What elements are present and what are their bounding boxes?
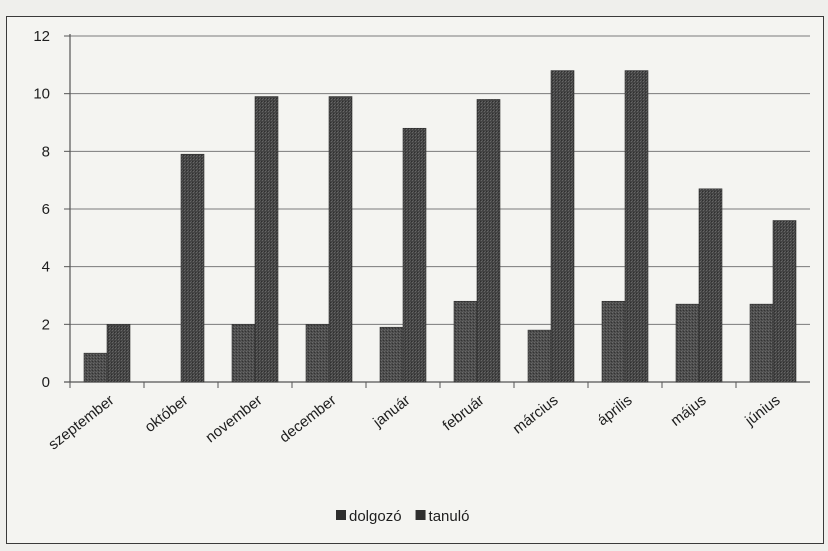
bar-dolgozo [379, 326, 404, 383]
y-tick-label: 4 [42, 259, 50, 276]
legend-label: tanuló [429, 508, 470, 525]
bar-dolgozo [453, 300, 478, 383]
y-tick-label: 2 [42, 316, 50, 333]
bar-tanulo [698, 188, 723, 383]
y-tick-label: 12 [33, 28, 50, 45]
category-label: február [440, 392, 488, 435]
bar-tanulo [254, 96, 279, 383]
legend-swatch [336, 510, 346, 520]
y-tick-labels: 0 2 4 6 8 10 12 [33, 28, 50, 391]
bar-dolgozo [601, 300, 626, 383]
legend-swatch [415, 510, 426, 520]
y-tick-label: 6 [42, 201, 50, 218]
bars [83, 70, 797, 383]
y-tick-label: 10 [33, 86, 50, 103]
category-label: január [369, 392, 413, 432]
bar-tanulo [476, 99, 501, 383]
y-tick-label: 8 [42, 143, 50, 160]
category-label: május [667, 392, 709, 430]
category-label: március [510, 392, 562, 438]
bar-dolgozo [527, 329, 552, 383]
bar-tanulo [624, 70, 649, 383]
category-label: június [741, 392, 783, 430]
y-tick-label: 0 [42, 374, 50, 391]
bar-tanulo [772, 220, 797, 383]
category-label: április [594, 392, 635, 430]
legend: dolgozó tanuló [336, 508, 469, 525]
bar-dolgozo [231, 324, 256, 383]
bar-dolgozo [675, 303, 700, 383]
bar-dolgozo [749, 303, 774, 383]
bar-tanulo [328, 96, 353, 383]
category-label: szeptember [45, 392, 117, 454]
category-label: október [142, 392, 192, 436]
category-label: november [202, 392, 265, 446]
bar-tanulo [402, 127, 427, 383]
category-label: december [276, 392, 339, 446]
bar-dolgozo [305, 324, 330, 383]
bar-tanulo [550, 70, 575, 383]
bar-tanulo [106, 324, 131, 383]
legend-label: dolgozó [349, 508, 402, 525]
category-labels: szeptember október november december január f… [45, 392, 783, 454]
bar-dolgozo [83, 352, 108, 383]
bar-tanulo [180, 153, 205, 383]
